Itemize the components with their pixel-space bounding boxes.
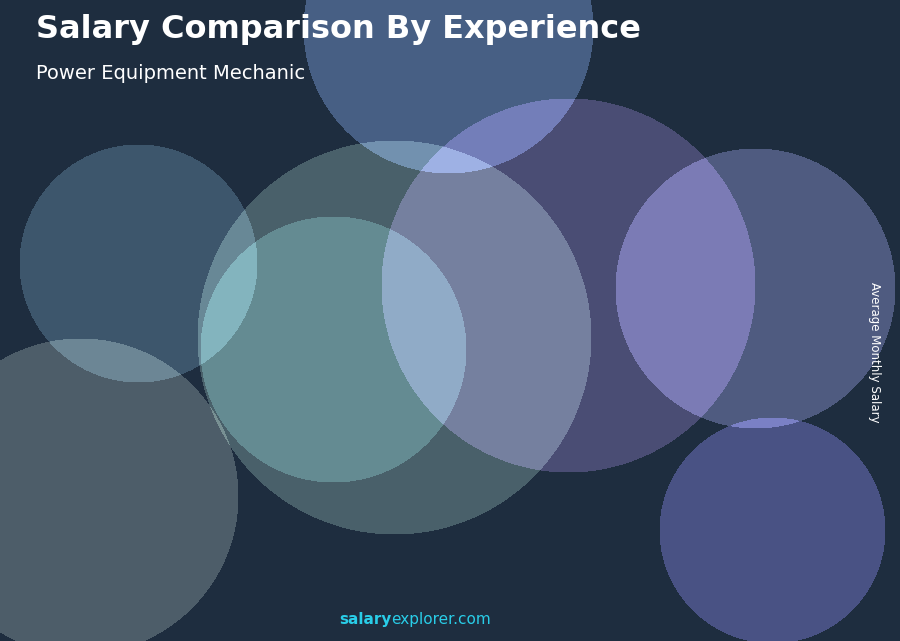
Text: 635,000 IQD: 635,000 IQD (179, 354, 253, 367)
Text: +6%: +6% (671, 177, 713, 195)
Text: 503,000 IQD: 503,000 IQD (84, 390, 158, 403)
Text: Power Equipment Mechanic: Power Equipment Mechanic (36, 64, 305, 83)
Polygon shape (657, 251, 666, 551)
Text: +11%: +11% (537, 196, 591, 214)
Text: 1,090,000 IQD: 1,090,000 IQD (557, 229, 642, 242)
Polygon shape (146, 413, 155, 551)
Text: explorer.com: explorer.com (392, 612, 491, 627)
Bar (720, 43, 810, 60)
Text: salary: salary (339, 612, 392, 627)
Text: +32%: +32% (282, 265, 336, 283)
Text: 1,160,000 IQD: 1,160,000 IQD (685, 210, 770, 222)
Polygon shape (401, 320, 410, 551)
Text: +26%: +26% (154, 321, 208, 339)
Polygon shape (335, 320, 401, 551)
Bar (720, 26, 810, 43)
Text: 837,000 IQD: 837,000 IQD (307, 299, 381, 312)
Text: 985,000 IQD: 985,000 IQD (435, 258, 508, 271)
Polygon shape (529, 280, 538, 551)
Polygon shape (785, 232, 794, 551)
Bar (720, 60, 810, 77)
Text: الله أكبر: الله أكبر (744, 47, 786, 56)
Text: Average Monthly Salary: Average Monthly Salary (868, 282, 881, 423)
Text: Salary Comparison By Experience: Salary Comparison By Experience (36, 14, 641, 45)
Polygon shape (590, 251, 657, 551)
Polygon shape (207, 376, 274, 551)
Text: +18%: +18% (410, 225, 464, 243)
Polygon shape (463, 280, 529, 551)
Polygon shape (274, 376, 283, 551)
Polygon shape (79, 413, 146, 551)
Polygon shape (718, 232, 785, 551)
